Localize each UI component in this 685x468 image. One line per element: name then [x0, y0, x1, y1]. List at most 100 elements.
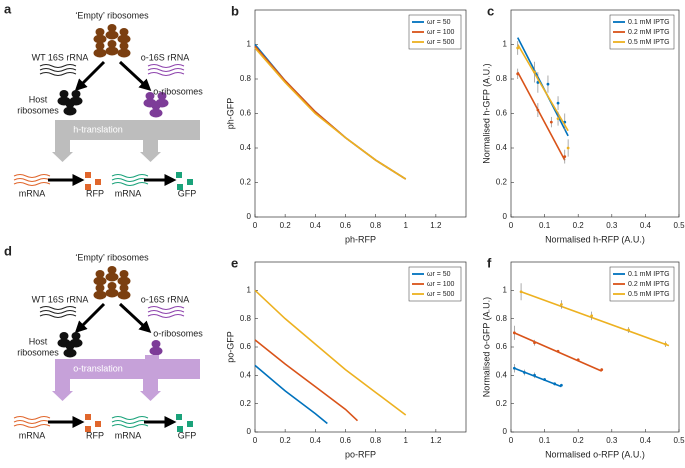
ribosome: [149, 346, 163, 356]
data-point: [512, 366, 516, 370]
panel-label: b: [231, 3, 239, 18]
series-line: [254, 364, 328, 425]
protein: [187, 179, 193, 185]
y-tick-label: 1: [247, 40, 252, 49]
rna-strand: [111, 174, 149, 178]
data-point: [590, 314, 594, 318]
x-tick-label: 0: [509, 436, 514, 445]
panel-label: c: [487, 3, 494, 18]
data-point: [627, 328, 630, 332]
x-tick-label: 0.5: [673, 436, 685, 445]
x-tick-label: 0: [509, 221, 514, 230]
data-point: [546, 82, 550, 86]
ribosome: [95, 284, 105, 292]
y-tick-label: 0: [247, 427, 252, 436]
x-tick-label: 0.6: [340, 221, 352, 230]
ribosome: [93, 48, 107, 58]
ribosome: [117, 276, 131, 286]
ribosome: [105, 272, 119, 282]
process-label: h-translation: [73, 124, 123, 134]
translation-leg: [55, 140, 70, 152]
rna-strand: [147, 306, 185, 310]
rna-strand: [39, 314, 77, 318]
translation-leg: [143, 379, 158, 391]
legend-label: ωr = 500: [427, 39, 455, 46]
y-axis-label: Normalised h-GFP (A.U.): [481, 63, 491, 163]
data-point: [543, 378, 546, 381]
ribosome: [65, 342, 75, 350]
x-tick-label: 0.4: [310, 436, 322, 445]
legend-label: 0.1 mM IPTG: [628, 19, 670, 26]
y-tick-label: 1: [503, 40, 508, 49]
ribosome: [117, 48, 131, 58]
ribosome: [93, 276, 107, 286]
ribosome: [59, 90, 69, 98]
y-tick-label: 0.4: [496, 370, 508, 379]
protein: [177, 184, 183, 190]
translation-tip: [52, 152, 73, 162]
data-point: [560, 303, 563, 306]
x-tick-label: 1: [403, 221, 408, 230]
x-tick-label: 0.1: [539, 221, 551, 230]
x-tick-label: 0.4: [640, 221, 652, 230]
rna-strand: [147, 72, 185, 76]
rna-strand: [13, 182, 51, 186]
y-tick-label: 0.6: [496, 109, 508, 118]
x-tick-label: 0: [253, 221, 258, 230]
x-tick-label: 0.2: [573, 221, 585, 230]
host-label: Host: [29, 336, 48, 346]
data-point: [549, 120, 553, 124]
translation-bar: [55, 120, 200, 140]
data-point: [512, 331, 516, 335]
protein: [85, 414, 91, 420]
y-tick-label: 0.4: [496, 143, 508, 152]
data-point: [664, 342, 667, 346]
translation-tip: [140, 152, 161, 162]
legend-label: ωr = 500: [427, 291, 455, 298]
data-point: [533, 341, 536, 345]
translation-bar: [55, 359, 200, 379]
y-tick-label: 0.8: [240, 314, 252, 323]
x-tick-label: 0.2: [573, 436, 585, 445]
ribosome: [119, 42, 129, 50]
rna-strand: [13, 424, 51, 428]
rrna-label: WT 16S rRNA: [32, 294, 89, 304]
protein: [85, 426, 91, 432]
data-point: [516, 72, 520, 76]
rna-strand: [111, 178, 149, 182]
y-tick-label: 0.2: [240, 399, 252, 408]
x-tick-label: 1: [403, 436, 408, 445]
o-ribosome-label: o-ribosomes: [153, 328, 203, 338]
data-point: [566, 146, 570, 150]
product-label: mRNA: [19, 188, 46, 198]
protein: [95, 421, 101, 427]
ribosome: [119, 270, 129, 278]
translation-leg: [55, 379, 70, 391]
y-tick-label: 0.8: [240, 74, 252, 83]
rna-strand: [39, 306, 77, 310]
protein: [176, 172, 182, 178]
ribosome: [93, 34, 107, 44]
series-line: [254, 289, 407, 416]
translation-tip: [140, 391, 161, 401]
ribosome: [117, 34, 131, 44]
ribosome: [95, 28, 105, 36]
protein: [187, 421, 193, 427]
protein: [176, 414, 182, 420]
legend-label: 0.5 mM IPTG: [628, 39, 670, 46]
x-tick-label: 0.1: [539, 436, 551, 445]
y-tick-label: 1: [503, 285, 508, 294]
series-line: [254, 43, 407, 180]
data-point: [533, 70, 536, 74]
data-point: [556, 101, 560, 105]
x-tick-label: 0.2: [280, 221, 292, 230]
arrow: [74, 302, 106, 334]
panel-label: d: [4, 243, 12, 258]
data-point: [519, 290, 523, 294]
ribosome: [107, 24, 117, 32]
data-point: [576, 358, 580, 362]
translation-leg: [143, 140, 158, 152]
arrow: [74, 60, 106, 92]
x-axis-label: Normalised o-RFP (A.U.): [545, 449, 645, 459]
